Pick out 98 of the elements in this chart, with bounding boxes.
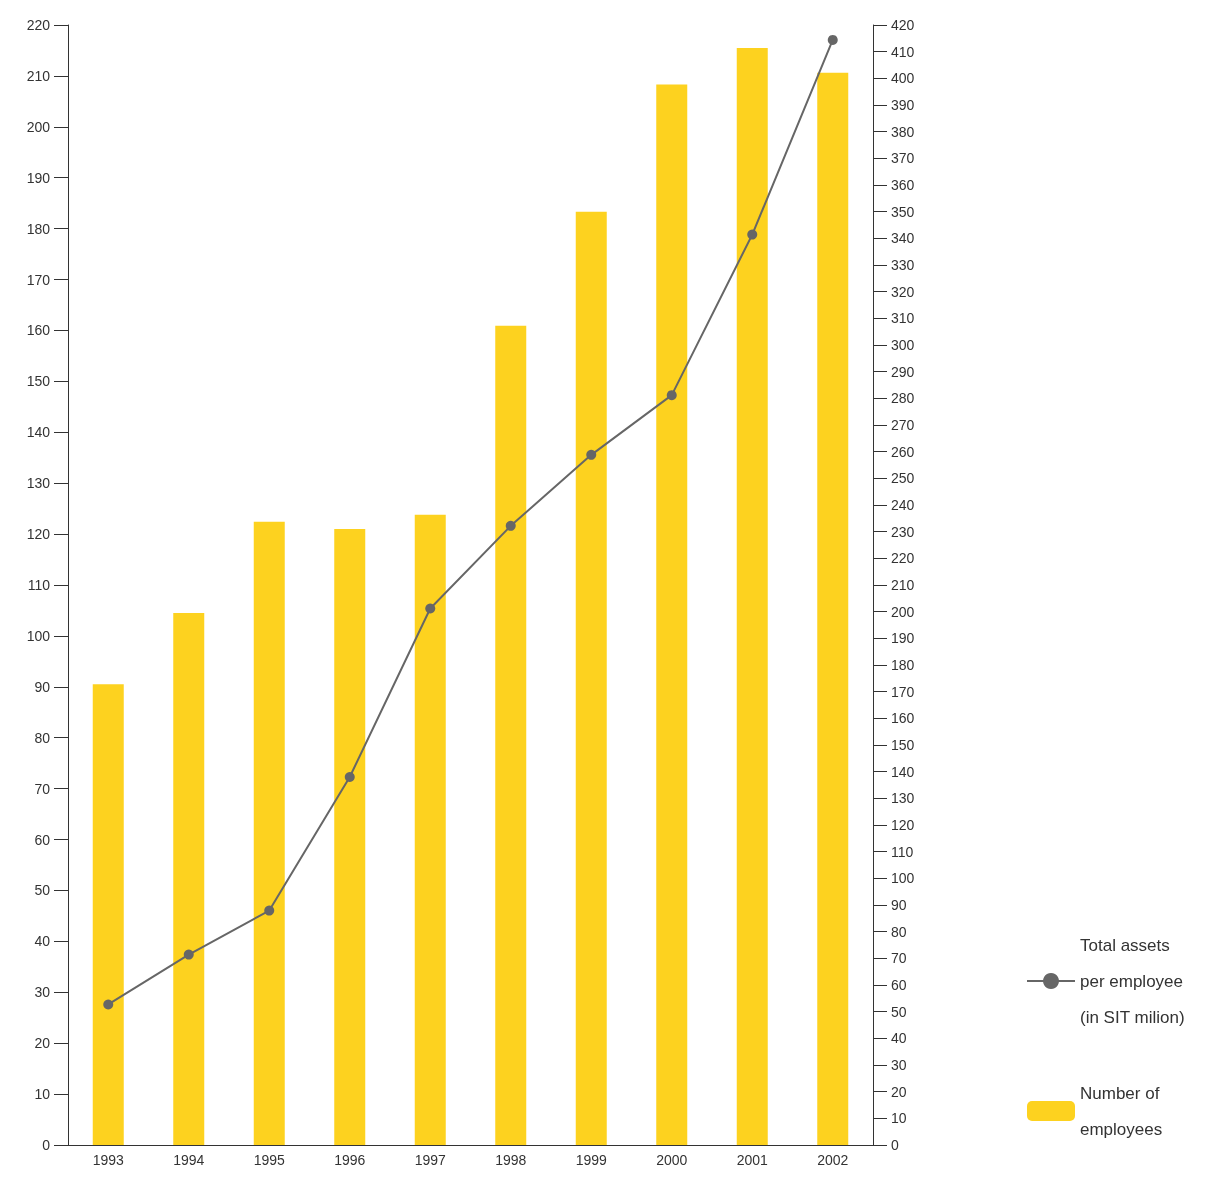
y2-tick-label: 170 xyxy=(891,683,915,700)
x-tick-label: 1994 xyxy=(173,1152,205,1168)
y2-tick-label: 160 xyxy=(891,710,915,727)
y2-tick-label: 410 xyxy=(891,43,915,60)
y-tick-label: 130 xyxy=(26,475,51,492)
y2-tick-label: 220 xyxy=(891,550,915,567)
y-tick-label: 20 xyxy=(34,1035,51,1052)
y2-tick-label: 150 xyxy=(891,737,915,753)
x-tick-label: 1999 xyxy=(575,1152,608,1168)
y2-tick-label: 250 xyxy=(891,470,915,487)
y2-tick-label: 310 xyxy=(891,310,915,327)
y2-tick-label: 80 xyxy=(891,923,907,940)
y-tick-label: 150 xyxy=(26,373,51,390)
bar xyxy=(495,325,527,1145)
y2-tick-label: 60 xyxy=(891,977,907,993)
y-tick-label: 10 xyxy=(34,1086,51,1103)
y-tick-label: 100 xyxy=(26,627,51,644)
y2-tick-label: 320 xyxy=(891,283,915,300)
y2-tick-label: 280 xyxy=(891,390,915,407)
x-tick-label: 1997 xyxy=(414,1152,447,1168)
y2-tick-label: 190 xyxy=(891,630,915,647)
y-tick-label: 60 xyxy=(34,831,51,848)
point xyxy=(103,999,114,1010)
y-tick-label: 50 xyxy=(34,882,51,899)
bar xyxy=(92,684,124,1145)
y2-tick-label: 350 xyxy=(891,203,915,220)
y-tick-label: 180 xyxy=(26,220,51,237)
bar xyxy=(656,84,688,1145)
y2-tick-label: 30 xyxy=(891,1057,907,1073)
point xyxy=(666,390,677,401)
point xyxy=(425,603,436,614)
x-tick-label: 1996 xyxy=(334,1152,366,1168)
y2-tick-label: 390 xyxy=(891,97,915,113)
bar xyxy=(334,529,366,1145)
point xyxy=(586,449,597,460)
point xyxy=(183,949,194,960)
y2-tick-label: 0 xyxy=(891,1137,899,1153)
y2-tick-label: 360 xyxy=(891,177,915,193)
y2-tick-label: 40 xyxy=(891,1030,907,1047)
y-tick-label: 160 xyxy=(26,322,51,339)
y2-tick-label: 180 xyxy=(891,657,915,673)
y-tick-label: 120 xyxy=(26,526,51,543)
legend-label: Number of employees xyxy=(1080,1083,1165,1139)
y2-tick-label: 230 xyxy=(891,523,915,540)
y-tick-label: 220 xyxy=(26,17,51,33)
point xyxy=(827,34,838,45)
bar xyxy=(736,47,768,1145)
y2-tick-label: 20 xyxy=(891,1083,907,1100)
y-tick-label: 110 xyxy=(27,577,51,593)
y-tick-label: 210 xyxy=(26,67,51,84)
y-tick-label: 40 xyxy=(34,933,51,950)
y-tick-label: 90 xyxy=(34,678,51,695)
x-tick-label: 1993 xyxy=(92,1152,125,1168)
y2-tick-label: 10 xyxy=(891,1110,907,1127)
y2-tick-label: 70 xyxy=(891,950,907,967)
x-tick-label: 2000 xyxy=(656,1152,688,1168)
y-tick-label: 0 xyxy=(42,1137,51,1153)
x-tick-label: 2002 xyxy=(817,1152,849,1168)
y2-tick-label: 130 xyxy=(891,790,915,807)
y2-tick-label: 330 xyxy=(891,257,915,273)
bar xyxy=(817,72,849,1145)
point xyxy=(505,520,516,531)
y2-tick-label: 120 xyxy=(891,817,915,833)
y2-tick-label: 240 xyxy=(891,497,915,513)
y-tick-label: 30 xyxy=(34,984,51,1001)
y-tick-label: 80 xyxy=(34,729,51,746)
point xyxy=(747,229,758,240)
y2-tick-label: 110 xyxy=(891,843,914,860)
y2-tick-label: 260 xyxy=(891,443,915,460)
y2-tick-label: 200 xyxy=(891,603,915,620)
legend-label: Total assets per employee (in SIT milion) xyxy=(1080,935,1188,1027)
y-tick-label: 190 xyxy=(26,169,51,186)
y-tick-label: 70 xyxy=(34,780,51,797)
y2-tick-label: 300 xyxy=(891,337,915,353)
point xyxy=(344,772,355,782)
y2-tick-label: 140 xyxy=(891,763,915,780)
y2-tick-label: 340 xyxy=(891,230,915,247)
y2-tick-label: 50 xyxy=(891,1003,907,1020)
x-tick-label: 2001 xyxy=(736,1152,769,1168)
y2-tick-label: 380 xyxy=(891,123,915,140)
point xyxy=(264,905,275,916)
bar xyxy=(173,613,205,1145)
y2-tick-label: 370 xyxy=(891,150,915,167)
y2-tick-label: 100 xyxy=(891,870,915,887)
bar xyxy=(575,211,607,1145)
y2-tick-label: 210 xyxy=(891,577,915,593)
y2-tick-label: 270 xyxy=(891,417,915,433)
y-tick-label: 200 xyxy=(26,118,51,135)
y2-tick-label: 90 xyxy=(891,897,907,913)
y2-tick-label: 400 xyxy=(891,70,915,87)
bar xyxy=(253,521,285,1145)
x-tick-label: 1995 xyxy=(253,1152,286,1168)
y-tick-label: 140 xyxy=(26,424,51,441)
y2-tick-label: 290 xyxy=(891,363,915,380)
x-tick-label: 1998 xyxy=(495,1152,527,1168)
y-tick-label: 170 xyxy=(26,271,51,288)
bar xyxy=(414,514,446,1145)
y2-tick-label: 420 xyxy=(891,17,915,33)
